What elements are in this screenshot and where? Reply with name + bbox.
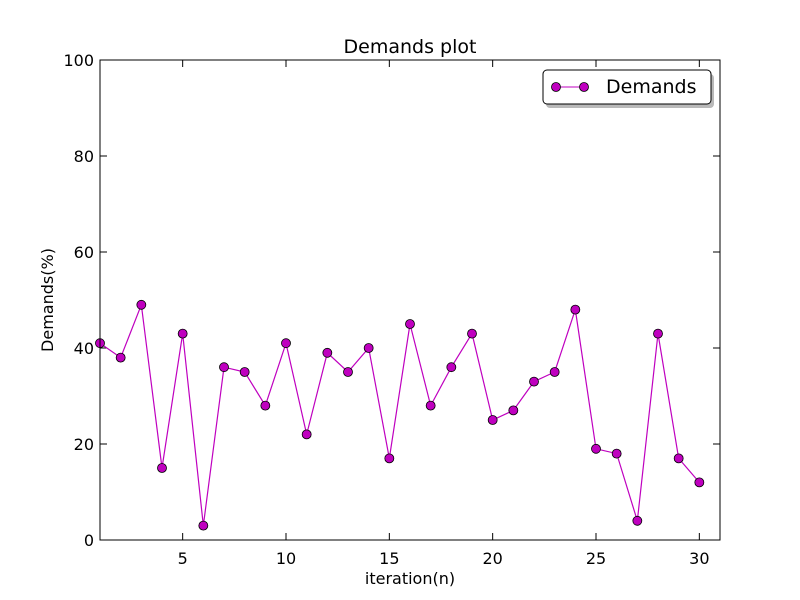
legend-box xyxy=(542,69,712,105)
x-tick-label: 15 xyxy=(379,549,399,568)
data-point xyxy=(322,347,333,358)
x-tick-label: 25 xyxy=(586,549,606,568)
data-point xyxy=(177,328,188,339)
y-axis-title: Demands(%) xyxy=(38,248,57,352)
data-point xyxy=(591,443,601,454)
data-point xyxy=(219,362,229,373)
x-axis-ticks: 5 10 15 20 25 30 xyxy=(178,60,710,568)
data-point xyxy=(115,352,126,363)
data-point xyxy=(425,400,436,411)
data-point xyxy=(673,453,684,464)
data-point xyxy=(260,400,271,411)
y-tick-label: 40 xyxy=(74,339,94,358)
data-point xyxy=(611,448,622,459)
plot-frame xyxy=(99,59,721,541)
data-point xyxy=(198,520,209,531)
data-point xyxy=(653,328,663,339)
chart-title: Demands plot xyxy=(344,36,477,58)
series-layer xyxy=(95,299,705,531)
data-point xyxy=(508,405,519,416)
data-point xyxy=(384,453,395,464)
x-tick-label: 20 xyxy=(482,549,502,568)
legend: Demands xyxy=(542,69,714,108)
data-point xyxy=(570,304,581,315)
data-point xyxy=(487,415,498,425)
plot-area xyxy=(100,60,720,540)
y-axis-ticks: 0 20 40 60 80 100 xyxy=(63,51,720,550)
y-tick-label: 0 xyxy=(84,531,94,550)
data-point xyxy=(343,367,353,377)
data-point xyxy=(632,515,643,526)
y-tick-label: 20 xyxy=(74,435,94,454)
x-tick-label: 30 xyxy=(689,549,709,568)
data-point xyxy=(281,338,291,349)
y-tick-label: 80 xyxy=(74,147,94,166)
y-tick-label: 100 xyxy=(63,51,94,70)
data-point xyxy=(157,463,167,473)
x-tick-label: 5 xyxy=(178,549,188,568)
legend-label: Demands xyxy=(606,76,696,98)
legend-marker-left xyxy=(551,82,561,92)
data-point xyxy=(467,328,477,339)
data-point xyxy=(405,319,415,329)
data-point xyxy=(363,343,374,353)
x-tick-label: 10 xyxy=(276,549,296,568)
data-point xyxy=(694,477,705,488)
plot-background xyxy=(100,60,720,540)
data-point xyxy=(136,299,147,310)
data-point xyxy=(549,367,560,377)
legend-marker-right xyxy=(579,82,589,92)
data-point xyxy=(529,376,539,387)
data-point xyxy=(301,429,312,440)
y-tick-label: 60 xyxy=(74,243,94,262)
x-axis-title: iteration(n) xyxy=(365,569,455,588)
data-point xyxy=(446,362,457,373)
data-point xyxy=(239,367,250,377)
